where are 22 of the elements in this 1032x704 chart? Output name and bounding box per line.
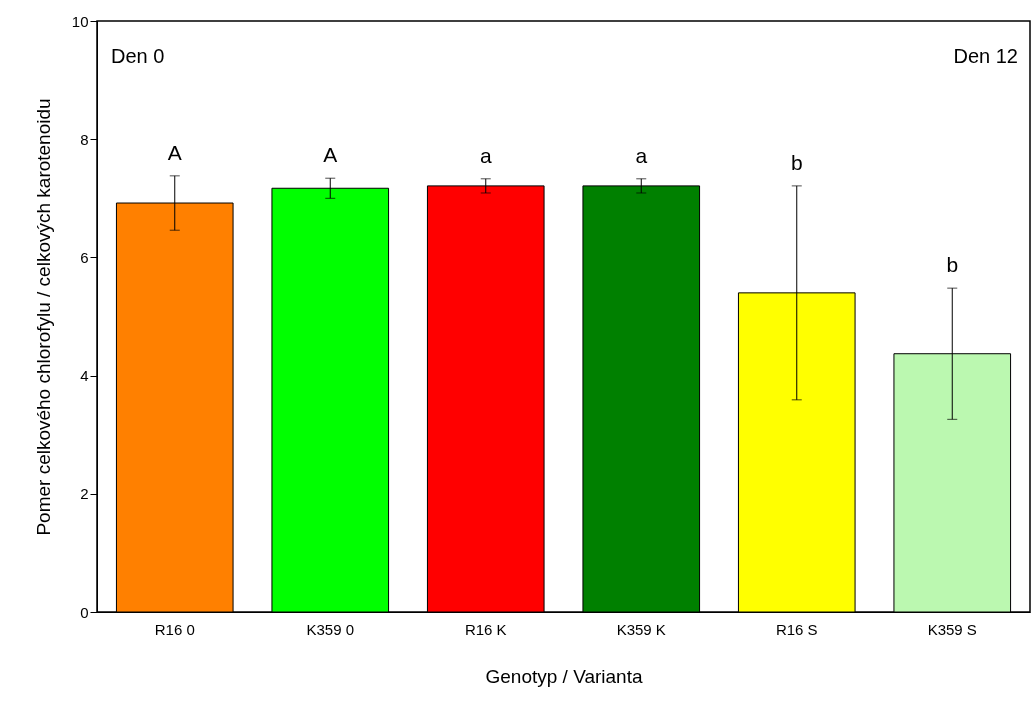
y-tick-label: 4	[80, 367, 89, 385]
x-axis-title: Genotyp / Varianta	[485, 665, 643, 687]
annotation: A	[167, 140, 182, 164]
y-tick-label: 6	[80, 248, 89, 266]
y-tick-label: 2	[80, 485, 89, 503]
x-tick-label: R16 K	[464, 620, 507, 638]
y-tick-label: 0	[80, 603, 89, 621]
annotation: Den 0	[111, 45, 165, 67]
annotation: a	[635, 143, 648, 167]
x-tick-label: K359 S	[927, 620, 977, 638]
x-tick-label: R16 S	[775, 620, 818, 638]
annotation: b	[790, 150, 803, 174]
annotation: A	[323, 143, 338, 167]
annotation: b	[946, 253, 959, 277]
y-tick-label: 10	[71, 12, 89, 30]
x-tick-label: K359 0	[306, 620, 355, 638]
y-tick-label: 8	[80, 130, 89, 148]
y-axis-title: Pomer celkového chlorofylu / celkových karotenoidu	[32, 98, 54, 536]
x-tick-label: R16 0	[154, 620, 195, 638]
annotation: Den 12	[953, 45, 1018, 67]
x-tick-label: K359 K	[616, 620, 666, 638]
annotation: a	[479, 143, 492, 167]
